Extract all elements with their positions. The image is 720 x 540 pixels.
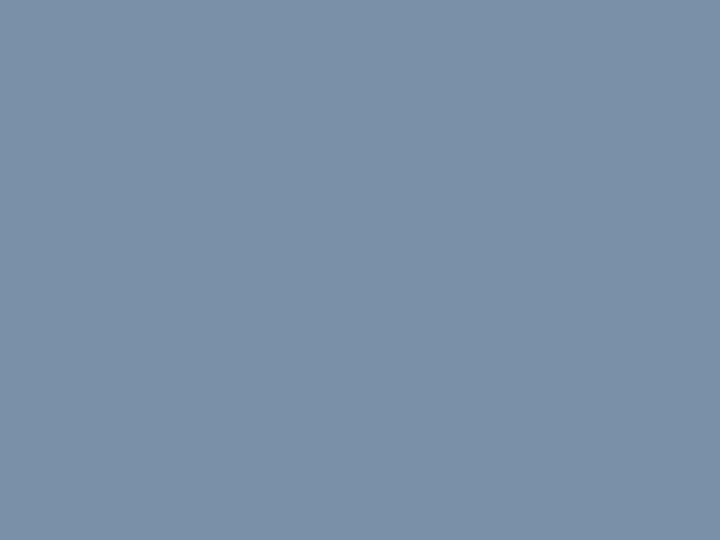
Text: Dizziness: Dizziness	[129, 329, 226, 349]
Text: Antileukotrienes: Adverse Effects: Antileukotrienes: Adverse Effects	[94, 126, 644, 154]
Text: Nausea: Nausea	[129, 295, 207, 315]
Text: Dyspepsia: Dyspepsia	[129, 261, 237, 281]
Text: Nausea: Nausea	[374, 261, 452, 281]
Text: Headache: Headache	[374, 227, 480, 247]
Text: zileuton (Zyflo): zileuton (Zyflo)	[129, 188, 287, 208]
Text: Diarrhea: Diarrhea	[374, 295, 464, 315]
Text: Montelukast (Singulair) has fewer adverse effects: Montelukast (Singulair) has fewer advers…	[115, 442, 623, 461]
Text: Liver dysfunction: Liver dysfunction	[129, 398, 309, 418]
Text: zafirlukast (Accolate): zafirlukast (Accolate)	[374, 188, 595, 208]
Text: Insomnia: Insomnia	[129, 364, 224, 384]
Text: Liver dysfunction: Liver dysfunction	[374, 329, 554, 349]
Text: Respiratory  System Drugs: Respiratory System Drugs	[138, 87, 600, 117]
Text: Headache: Headache	[129, 227, 234, 247]
